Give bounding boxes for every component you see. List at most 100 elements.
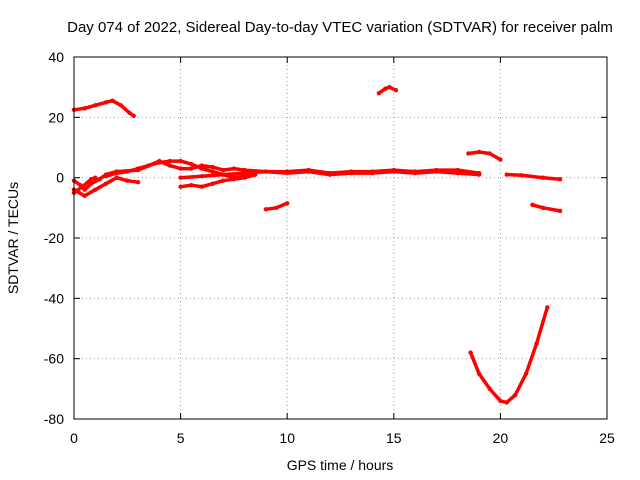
data-point (97, 177, 102, 182)
series-arc-9 (466, 150, 503, 162)
data-point (189, 166, 194, 171)
data-point (476, 371, 482, 376)
data-point (376, 91, 382, 96)
y-axis-label: SDTVAR / TECUs (5, 182, 21, 294)
data-point (231, 166, 237, 171)
data-point (131, 113, 136, 119)
data-point (157, 160, 162, 165)
data-point (285, 201, 290, 206)
data-point (178, 175, 183, 180)
data-point (80, 184, 85, 189)
x-tick-label: 10 (279, 430, 295, 446)
data-point (434, 169, 439, 174)
y-tick-label: -60 (44, 351, 64, 367)
data-point (370, 170, 375, 176)
x-tick-label: 15 (386, 430, 402, 446)
plot-frame (73, 56, 608, 420)
data-point (468, 350, 473, 355)
data-point (231, 177, 237, 182)
x-tick-label: 5 (177, 430, 185, 446)
data-point (487, 386, 492, 391)
data-point (199, 174, 205, 179)
data-point (146, 163, 151, 168)
data-point (178, 158, 183, 164)
data-point (530, 202, 535, 207)
data-point (114, 175, 119, 180)
data-point (125, 169, 130, 174)
data-point (534, 341, 539, 346)
data-point (93, 103, 98, 108)
data-point (221, 172, 226, 177)
data-point (103, 181, 109, 186)
data-point (504, 172, 509, 177)
data-point (391, 169, 396, 174)
y-tick-label: -80 (44, 411, 64, 427)
data-point (93, 175, 98, 180)
data-point (221, 167, 226, 173)
data-point (285, 170, 290, 176)
data-point (387, 85, 392, 90)
data-point (519, 173, 524, 178)
data-point (189, 183, 194, 188)
data-point (545, 305, 550, 310)
data-point (498, 157, 503, 162)
data-point (466, 151, 471, 156)
data-point (88, 177, 94, 182)
data-point (167, 163, 173, 168)
data-point (476, 149, 482, 155)
series-arc-11 (530, 203, 562, 213)
series-arc-13 (72, 175, 98, 195)
data-point (210, 169, 215, 174)
data-point (455, 170, 460, 176)
series-arc-10 (505, 172, 562, 181)
y-tick-label: 0 (56, 170, 64, 186)
y-tick-label: 20 (48, 109, 64, 125)
data-point (540, 175, 546, 180)
data-point (199, 166, 205, 171)
data-point (93, 187, 98, 192)
data-point (498, 398, 503, 404)
data-point (103, 100, 109, 105)
data-point (167, 158, 173, 164)
x-tick-label: 0 (70, 430, 78, 446)
data-point (82, 106, 87, 111)
data-point (114, 170, 119, 176)
data-point (513, 392, 518, 398)
data-point (327, 172, 332, 177)
data-point (135, 166, 141, 171)
data-point (118, 103, 124, 108)
series-arc-12 (468, 305, 550, 405)
data-point (263, 207, 269, 212)
data-point (210, 181, 215, 186)
x-axis-label: GPS time / hours (287, 457, 394, 473)
series-layer (71, 85, 563, 405)
x-tick-label: 20 (493, 430, 509, 446)
data-point (125, 178, 130, 183)
data-point (557, 177, 563, 182)
data-point (178, 184, 183, 189)
y-tick-label: -20 (44, 230, 64, 246)
data-point (127, 110, 132, 116)
data-point (412, 170, 418, 176)
data-point (242, 170, 247, 176)
series-arc-3 (72, 159, 481, 192)
data-point (103, 174, 109, 179)
data-point (110, 98, 115, 103)
data-point (349, 170, 354, 176)
data-point (210, 164, 215, 170)
data-point (242, 175, 247, 180)
data-point (540, 205, 546, 210)
data-point (263, 169, 269, 174)
grid-layer (74, 57, 607, 419)
data-point (306, 169, 311, 174)
data-point (557, 208, 563, 214)
data-point (199, 184, 205, 189)
data-point (221, 178, 226, 183)
x-tick-label: 25 (599, 430, 615, 446)
tick-layer: 0 5 10 15 20 25 -80 -60 -40 -20 0 20 40 (44, 49, 615, 446)
y-tick-label: 40 (48, 49, 64, 65)
data-point (487, 151, 492, 156)
data-point (189, 161, 194, 167)
y-tick-label: -40 (44, 290, 64, 306)
